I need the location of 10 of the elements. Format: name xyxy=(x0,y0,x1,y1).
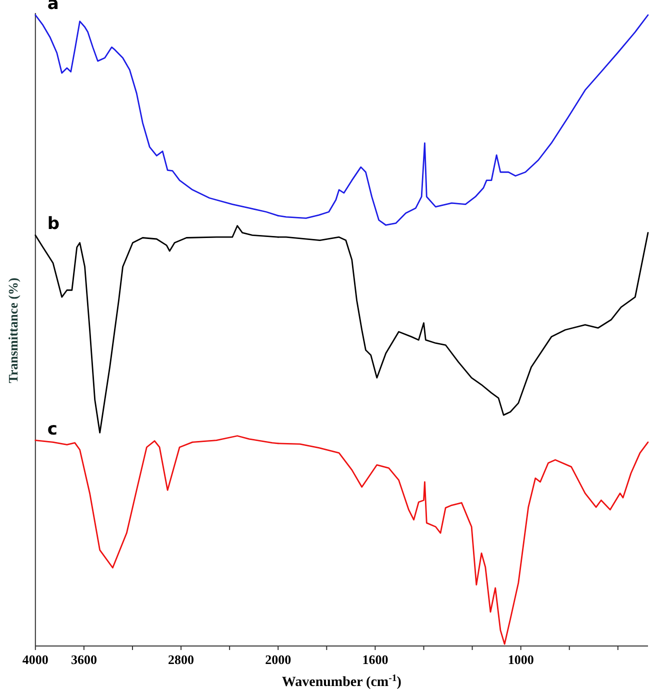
x-tick-label: 1000 xyxy=(508,652,534,667)
series-label: c xyxy=(47,419,58,440)
x-tick-label: 4000 xyxy=(22,652,48,667)
series-label: b xyxy=(47,214,60,234)
y-axis-title: Transmittance (%) xyxy=(5,278,20,384)
x-tick-label: 2000 xyxy=(265,652,292,667)
x-axis-title: Wavenumber (cm$^{-1}$) xyxy=(282,672,402,690)
x-tick-label: 2800 xyxy=(168,652,194,667)
x-tick-label: 1600 xyxy=(362,652,388,667)
x-tick-label: 3600 xyxy=(70,652,97,667)
